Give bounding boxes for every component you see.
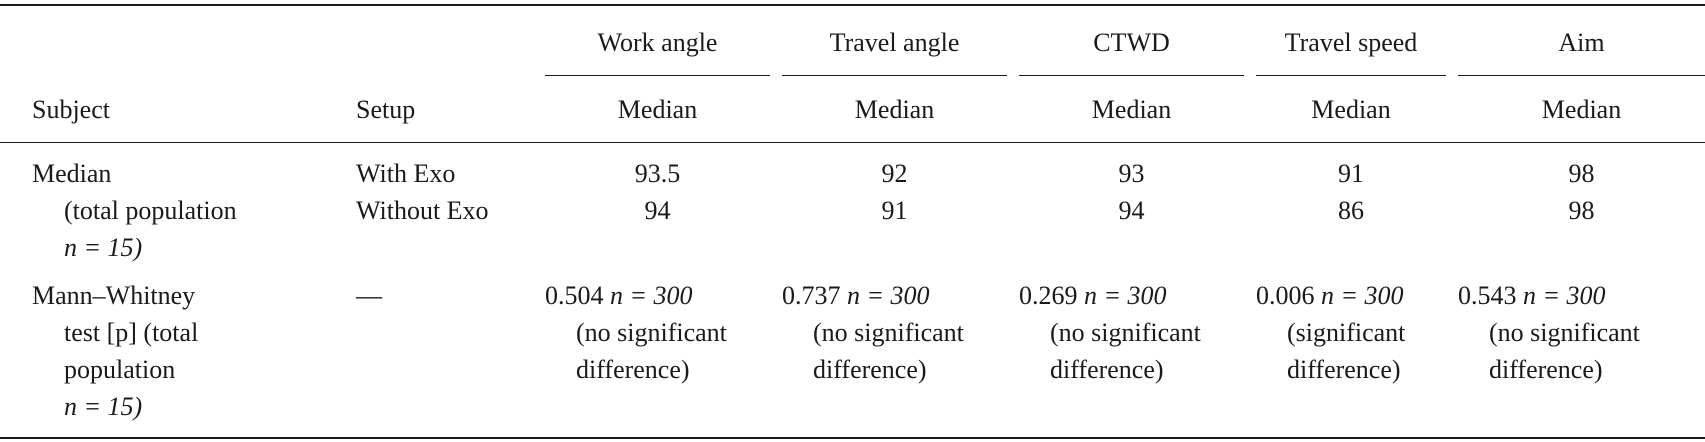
cell-work-angle-p: 0.504 n = 300 xyxy=(545,277,693,314)
group-rule-ctwd xyxy=(1019,75,1244,76)
p-value: 0.269 xyxy=(1019,281,1078,310)
cell-aim-p: 0.543 n = 300 xyxy=(1458,277,1606,314)
cell-aim-with: 98 xyxy=(1568,159,1595,188)
row-label-line: n = 15) xyxy=(64,392,143,421)
row-label-line: Mann–Whitney xyxy=(32,281,196,310)
top-rule xyxy=(0,4,1705,6)
row-label-line: (total population xyxy=(64,196,237,225)
cell-note: (no significant xyxy=(1489,318,1640,347)
row-label-line: Median xyxy=(32,159,112,188)
p-value: 0.737 xyxy=(782,281,841,310)
subheader-median-travel-angle: Median xyxy=(854,95,935,124)
cell-travel-angle-without: 91 xyxy=(881,196,908,225)
sample-size: n = 300 xyxy=(1321,281,1404,310)
column-header-travel-angle: Travel angle xyxy=(829,28,960,57)
group-rule-work-angle xyxy=(545,75,770,76)
column-header-setup: Setup xyxy=(356,95,416,124)
setup-without-exo: Without Exo xyxy=(356,196,489,225)
cell-note: difference) xyxy=(576,355,690,384)
cell-ctwd-without: 94 xyxy=(1118,196,1145,225)
sample-size: n = 300 xyxy=(1084,281,1167,310)
cell-ctwd-p: 0.269 n = 300 xyxy=(1019,277,1167,314)
cell-ctwd-with: 93 xyxy=(1118,159,1145,188)
setup-with-exo: With Exo xyxy=(356,159,456,188)
cell-note: difference) xyxy=(1287,355,1401,384)
p-value: 0.543 xyxy=(1458,281,1517,310)
sample-size: n = 300 xyxy=(1523,281,1606,310)
header-rule xyxy=(0,142,1705,143)
subheader-median-work-angle: Median xyxy=(617,95,698,124)
group-rule-travel-angle xyxy=(782,75,1007,76)
setup-dash: — xyxy=(356,281,382,310)
row-label-line: n = 15) xyxy=(64,233,143,262)
group-rule-aim xyxy=(1458,75,1705,76)
cell-note: (no significant xyxy=(576,318,727,347)
column-header-subject: Subject xyxy=(32,95,110,124)
cell-note: difference) xyxy=(1050,355,1164,384)
column-header-aim: Aim xyxy=(1558,28,1605,57)
cell-travel-speed-p: 0.006 n = 300 xyxy=(1256,277,1404,314)
cell-work-angle-with: 93.5 xyxy=(634,159,681,188)
cell-travel-angle-p: 0.737 n = 300 xyxy=(782,277,930,314)
cell-travel-speed-without: 86 xyxy=(1338,196,1364,225)
cell-note: (significant xyxy=(1287,318,1406,347)
bottom-rule xyxy=(0,437,1705,439)
cell-aim-without: 98 xyxy=(1568,196,1595,225)
sample-size: n = 300 xyxy=(610,281,693,310)
group-rule-travel-speed xyxy=(1256,75,1446,76)
p-value: 0.006 xyxy=(1256,281,1315,310)
subheader-median-travel-speed: Median xyxy=(1311,95,1391,124)
sample-size: n = 300 xyxy=(847,281,930,310)
row-label-line: test [p] (total xyxy=(64,318,199,347)
cell-travel-angle-with: 92 xyxy=(881,159,908,188)
cell-note: (no significant xyxy=(1050,318,1201,347)
subheader-median-aim: Median xyxy=(1541,95,1622,124)
p-value: 0.504 xyxy=(545,281,604,310)
column-header-work-angle: Work angle xyxy=(597,28,718,57)
row-label-line: population xyxy=(64,355,176,384)
cell-work-angle-without: 94 xyxy=(644,196,671,225)
column-header-travel-speed: Travel speed xyxy=(1284,28,1418,57)
cell-travel-speed-with: 91 xyxy=(1338,159,1364,188)
column-header-ctwd: CTWD xyxy=(1093,28,1170,57)
cell-note: (no significant xyxy=(813,318,964,347)
cell-note: difference) xyxy=(813,355,927,384)
subheader-median-ctwd: Median xyxy=(1091,95,1172,124)
cell-note: difference) xyxy=(1489,355,1603,384)
